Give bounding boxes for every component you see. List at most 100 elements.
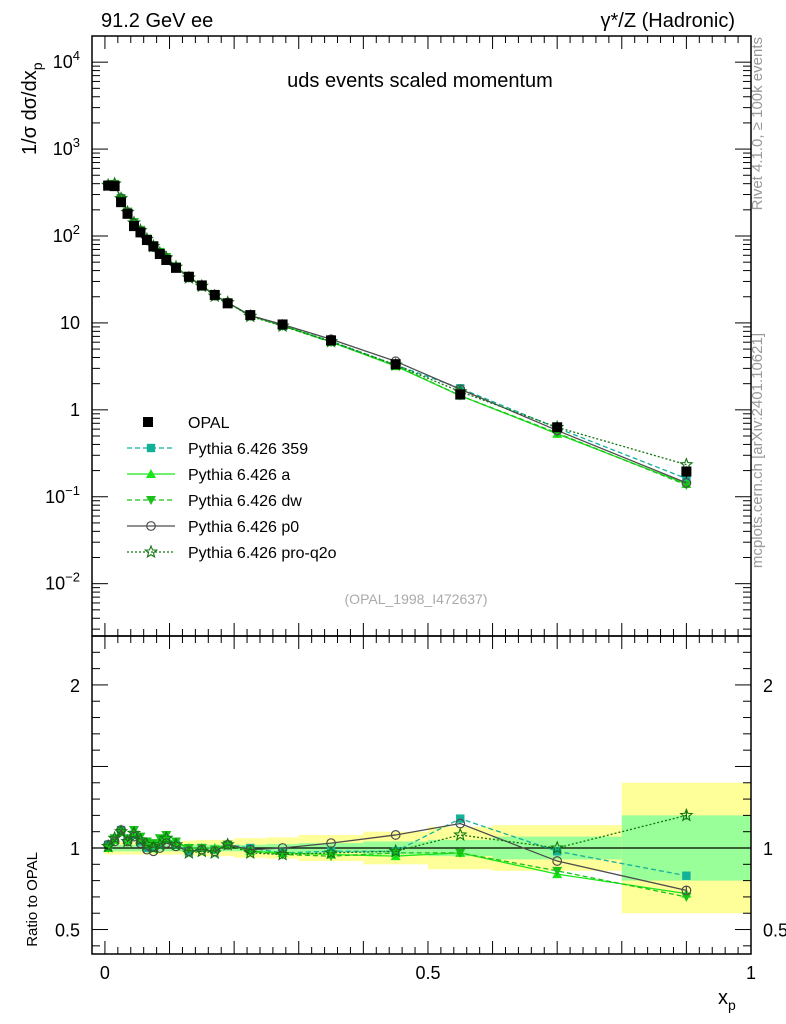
- data-point: [148, 241, 159, 252]
- ratio-series-point: [139, 837, 155, 851]
- x-axis-label: xp: [718, 987, 736, 1013]
- ratio-series-point: [148, 839, 159, 849]
- ratio-series-point: [168, 837, 184, 851]
- y-tick-label: 104: [53, 48, 80, 72]
- ratio-series-point: [552, 847, 562, 856]
- legend-label: Pythia 6.426 pro-q2o: [188, 545, 337, 562]
- main-series-line: [108, 183, 687, 480]
- y-axis-label-main-sub: p: [29, 62, 45, 70]
- data-point: [196, 280, 207, 291]
- ratio-series-point: [181, 845, 197, 859]
- ratio-series-point: [159, 830, 174, 845]
- data-point: [161, 254, 172, 265]
- y-axis-label-main-text: 1/σ dσ/dx: [19, 70, 41, 155]
- legend-label: Pythia 6.426 dw: [188, 493, 302, 510]
- ratio-series-point: [120, 833, 135, 848]
- legend: OPAL Pythia 6.426 359 Pythia 6.426 a Pythia…: [127, 415, 337, 562]
- ratio-y-tick-label: 1: [70, 839, 80, 859]
- ratio-series-point: [388, 843, 403, 858]
- ratio-series-point: [207, 845, 222, 859]
- ratio-series-point: [129, 831, 139, 842]
- y-tick-label: 10: [60, 313, 80, 333]
- ratio-y-tick-label-right: 2: [763, 676, 773, 696]
- ratio-series-layer: [101, 807, 694, 902]
- legend-marker: [146, 521, 156, 531]
- y-tick-label: 103: [53, 135, 80, 159]
- ratio-y-tick-label-right: 0.5: [763, 921, 786, 941]
- ratio-series-point: [194, 843, 209, 858]
- ratio-series-point: [323, 845, 339, 859]
- main-series-point: [681, 481, 692, 491]
- data-point: [209, 289, 220, 300]
- data-point: [109, 181, 120, 192]
- legend-label: Pythia 6.426 p0: [188, 519, 299, 536]
- main-series-line: [107, 183, 687, 486]
- data-point: [277, 319, 288, 330]
- ratio-series-point: [245, 844, 256, 855]
- analysis-watermark: (OPAL_1998_I472637): [345, 591, 488, 607]
- data-point: [245, 310, 256, 321]
- main-series-point: [681, 478, 692, 488]
- header-left-label: 91.2 GeV ee: [101, 10, 213, 32]
- ratio-y-tick-label: 0.5: [55, 921, 80, 941]
- legend-marker: [146, 469, 156, 478]
- data-point: [455, 389, 466, 400]
- ratio-series-point: [101, 838, 116, 853]
- data-point: [116, 197, 127, 208]
- plot-title: uds events scaled momentum: [287, 70, 553, 92]
- legend-marker: [143, 544, 159, 559]
- ratio-series-point: [154, 843, 165, 853]
- ratio-y-tick-label-right: 1: [763, 839, 773, 859]
- data-point: [170, 262, 181, 273]
- main-series-layer: [101, 176, 694, 491]
- legend-label: Pythia 6.426 359: [188, 441, 308, 458]
- data-point: [390, 359, 401, 370]
- legend-marker: [146, 443, 156, 453]
- ratio-series-point: [128, 826, 139, 836]
- data-point: [326, 335, 337, 346]
- svg-text:1/σ dσ/dxp: 1/σ dσ/dxp: [19, 62, 45, 155]
- legend-label: Pythia 6.426 a: [188, 467, 290, 484]
- data-point: [122, 208, 133, 219]
- ratio-series-point: [552, 866, 563, 876]
- ratio-series-point: [275, 847, 290, 861]
- data-point: [141, 234, 152, 245]
- ratio-series-point: [243, 845, 258, 859]
- header-right-label: γ*/Z (Hadronic): [601, 10, 735, 32]
- main-series-point: [456, 384, 465, 393]
- data-point: [128, 221, 139, 232]
- x-axis-label-text: x: [718, 987, 728, 1009]
- main-series-line: [108, 183, 687, 484]
- mcplots-label: mcplots.cern.ch [arXiv:2401.10621]: [749, 333, 766, 568]
- data-point: [222, 298, 233, 309]
- data-point: [154, 249, 165, 260]
- y-axis-label-main: 1/σ dσ/dxp: [19, 62, 45, 155]
- ratio-series-point: [161, 830, 172, 840]
- data-point: [135, 227, 146, 238]
- y-tick-label: 10−1: [45, 483, 80, 507]
- x-tick-label: 0.5: [415, 963, 440, 983]
- ratio-series-point: [550, 840, 565, 855]
- rivet-version-label: Rivet 4.1.0, ≥ 100k events: [749, 37, 766, 210]
- data-point: [103, 180, 114, 191]
- ratio-series-point: [142, 843, 152, 853]
- ratio-series-point: [453, 827, 468, 842]
- ratio-y-tick-label: 2: [70, 676, 80, 696]
- ratio-series-point: [126, 825, 142, 840]
- x-tick-label: 1: [746, 963, 756, 983]
- y-tick-label: 10−2: [45, 570, 80, 594]
- data-point: [183, 271, 194, 282]
- x-tick-label: 0: [100, 963, 110, 983]
- y-axis-label-ratio: Ratio to OPAL: [24, 852, 41, 947]
- ratio-series-point: [277, 843, 288, 853]
- ratio-series-point: [183, 844, 194, 853]
- ratio-series-point: [109, 836, 120, 847]
- y-tick-label: 1: [70, 400, 80, 420]
- ratio-axes: 0 0.5 1 0.5 0.5 1 1 2 2: [55, 635, 786, 983]
- x-axis-label-sub: p: [728, 997, 736, 1013]
- ratio-series-point: [220, 837, 235, 851]
- legend-marker-opal: [143, 417, 153, 427]
- legend-marker: [146, 496, 156, 505]
- y-tick-label: 102: [53, 222, 80, 246]
